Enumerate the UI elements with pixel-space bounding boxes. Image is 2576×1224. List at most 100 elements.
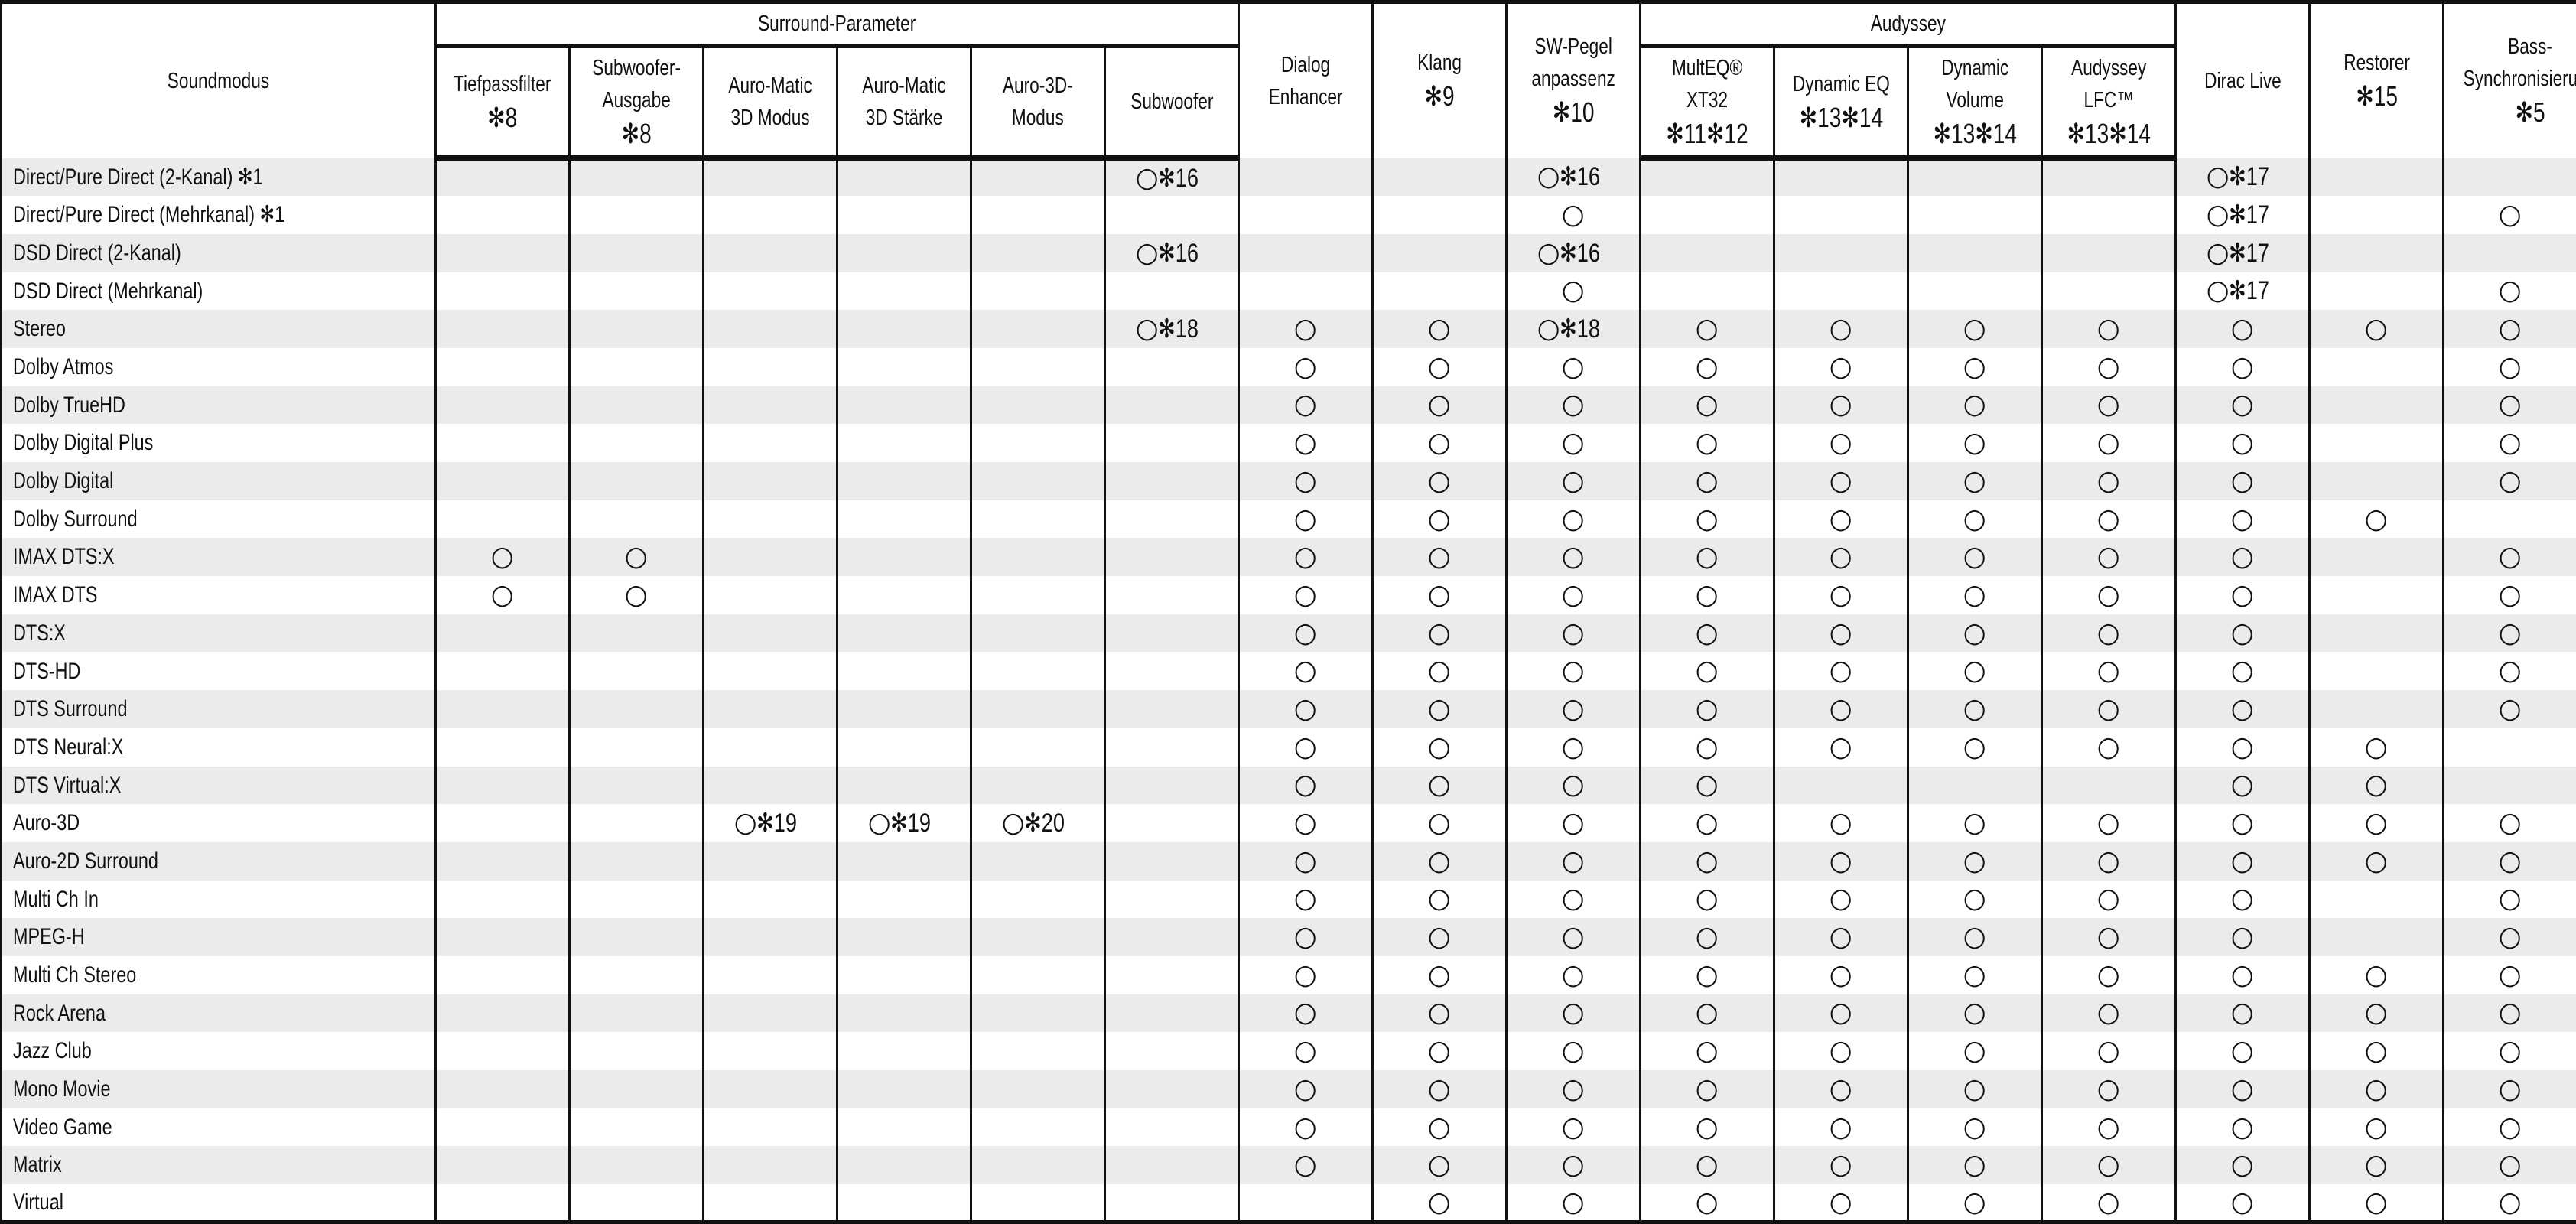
- supported-circle-icon: ○: [1294, 962, 1317, 989]
- table-row: DTS Surround○○○○○○○○○: [2, 690, 2576, 728]
- supported-circle-icon: ○: [1830, 391, 1852, 418]
- support-cell-sw-pegel-anpassenz: ○✻18: [1507, 310, 1641, 348]
- supported-circle-icon: ○: [1696, 1076, 1719, 1103]
- support-cell-subwoofer: ○✻18: [1105, 310, 1239, 348]
- support-cell-restorer: [2310, 881, 2444, 919]
- supported-circle-icon: ○: [2499, 391, 2522, 418]
- supported-circle-icon: ○: [1428, 506, 1451, 533]
- support-cell-subwoofer-ausgabe: [570, 386, 704, 425]
- sound-mode-name: Auro-2D Surround: [13, 845, 158, 878]
- column-header-label: Bass- Synchronisierung: [2464, 34, 2576, 91]
- supported-circle-icon: ○: [1562, 962, 1585, 989]
- support-cell-auro-matic-3d-modus: [704, 842, 838, 881]
- support-cell-auro-matic-3d-st-rke: [838, 881, 971, 919]
- support-cell-subwoofer-ausgabe: [570, 424, 704, 462]
- supported-circle-icon: ○: [1830, 620, 1852, 647]
- column-header-audyssey-lfc: Audyssey LFC™✻13✻14: [2042, 46, 2176, 158]
- support-cell-subwoofer: ○✻16: [1105, 158, 1239, 197]
- support-cell-restorer: ○: [2310, 994, 2444, 1033]
- support-cell-auro-matic-3d-st-rke: [838, 1070, 971, 1108]
- support-cell-sw-pegel-anpassenz: ○: [1507, 1146, 1641, 1184]
- column-header-content: Tiefpassfilter✻8: [454, 68, 551, 136]
- supported-circle-icon: ○: [2365, 1151, 2388, 1179]
- sound-mode-name: MPEG-H: [13, 920, 85, 954]
- column-header-sw-pegel-anpassenz: SW-Pegel anpassenz✻10: [1507, 2, 1641, 158]
- support-cell-auro-matic-3d-st-rke: [838, 538, 971, 576]
- sound-mode-name: Direct/Pure Direct (Mehrkanal) ✻1: [13, 198, 285, 232]
- table-row: DTS Neural:X○○○○○○○○○: [2, 728, 2576, 767]
- support-cell-dirac-live: ○: [2176, 956, 2310, 994]
- footnote-ref: ✻18: [1560, 314, 1600, 344]
- supported-circle-icon: ○: [1696, 429, 1719, 457]
- supported-circle-icon: ○: [1696, 1189, 1719, 1216]
- support-cell-klang: ○: [1373, 1146, 1507, 1184]
- support-cell-sw-pegel-anpassenz: ○: [1507, 728, 1641, 767]
- supported-circle-icon: ○: [1562, 391, 1585, 418]
- column-header-bass-synchronisierung: Bass- Synchronisierung✻5: [2444, 2, 2576, 158]
- supported-circle-icon: ○: [1696, 962, 1719, 989]
- supported-circle-icon: ○: [1830, 657, 1852, 685]
- support-cell-auro-matic-3d-st-rke: [838, 1108, 971, 1147]
- support-cell-dirac-live: ○: [2176, 538, 2310, 576]
- supported-circle-icon: ○: [491, 543, 514, 571]
- support-cell-dynamic-eq: ○: [1774, 804, 1908, 842]
- support-cell-audyssey-lfc: ○: [2042, 1070, 2176, 1108]
- support-cell-auro-3d-modus: [971, 1184, 1105, 1222]
- sound-mode-name-cell: DSD Direct (2-Kanal): [2, 234, 436, 272]
- column-header-subwoofer: Subwoofer: [1105, 46, 1239, 158]
- support-cell-audyssey-lfc: ○: [2042, 690, 2176, 728]
- support-cell-audyssey-lfc: [2042, 767, 2176, 805]
- supported-circle-icon: ○: [1696, 391, 1719, 418]
- sound-mode-name: Dolby Digital: [13, 464, 113, 498]
- support-cell-dynamic-volume: [1908, 767, 2042, 805]
- supported-circle-icon: ○: [1830, 1151, 1852, 1179]
- support-cell-subwoofer-ausgabe: [570, 728, 704, 767]
- support-cell-dynamic-volume: [1908, 196, 2042, 234]
- sound-mode-name-cell: Dolby Atmos: [2, 348, 436, 386]
- supported-circle-icon: ○: [2499, 1076, 2522, 1103]
- supported-circle-icon: ○: [1294, 315, 1317, 343]
- support-cell-restorer: [2310, 652, 2444, 690]
- support-cell-klang: ○: [1373, 767, 1507, 805]
- supported-circle-icon: ○: [1294, 695, 1317, 723]
- support-cell-tiefpassfilter: [436, 614, 570, 653]
- support-cell-restorer: ○: [2310, 310, 2444, 348]
- support-cell-dirac-live: ○: [2176, 576, 2310, 614]
- supported-circle-icon: ○: [2365, 1037, 2388, 1065]
- supported-circle-icon: ○: [1963, 620, 1986, 647]
- supported-circle-icon: ○: [1696, 1114, 1719, 1141]
- support-cell-dialog-enhancer: ○: [1239, 652, 1373, 690]
- support-cell-dirac-live: ○: [2176, 348, 2310, 386]
- table-row: Multi Ch In○○○○○○○○○: [2, 881, 2576, 919]
- column-header-label: Auro-Matic 3D Stärke: [862, 70, 945, 134]
- support-cell-auro-3d-modus: [971, 234, 1105, 272]
- supported-circle-icon: ○: [2499, 353, 2522, 381]
- support-cell-multeq-xt32: ○: [1641, 1070, 1774, 1108]
- supported-circle-icon: ○: [2231, 734, 2254, 761]
- supported-circle-icon: ○: [2499, 1114, 2522, 1141]
- supported-circle-icon: ○: [1294, 923, 1317, 951]
- supported-circle-icon: ○: [1830, 429, 1852, 457]
- supported-circle-icon: ○: [1294, 543, 1317, 571]
- supported-circle-icon: ○: [2499, 467, 2522, 495]
- support-cell-auro-matic-3d-modus: [704, 1070, 838, 1108]
- support-cell-sw-pegel-anpassenz: ○: [1507, 767, 1641, 805]
- support-cell-auro-matic-3d-modus: [704, 614, 838, 653]
- supported-circle-icon: ○: [1294, 809, 1317, 837]
- support-cell-auro-matic-3d-modus: [704, 234, 838, 272]
- support-cell-dynamic-eq: ○: [1774, 386, 1908, 425]
- supported-circle-icon: ○: [1696, 657, 1719, 685]
- supported-circle-icon: ○: [1696, 506, 1719, 533]
- sound-mode-name: IMAX DTS:X: [13, 540, 115, 574]
- support-cell-tiefpassfilter: ○: [436, 576, 570, 614]
- support-cell-dialog-enhancer: [1239, 272, 1373, 311]
- supported-circle-icon: ○: [1428, 695, 1451, 723]
- support-cell-dirac-live: ○: [2176, 386, 2310, 425]
- column-header-content: Dynamic EQ✻13✻14: [1793, 68, 1890, 136]
- supported-circle-icon: ○: [2499, 315, 2522, 343]
- supported-circle-icon: ○: [1294, 353, 1317, 381]
- support-cell-audyssey-lfc: ○: [2042, 462, 2176, 500]
- support-cell-subwoofer-ausgabe: [570, 918, 704, 956]
- support-cell-bass-synchronisierung: [2444, 767, 2576, 805]
- support-cell-sw-pegel-anpassenz: ○: [1507, 272, 1641, 311]
